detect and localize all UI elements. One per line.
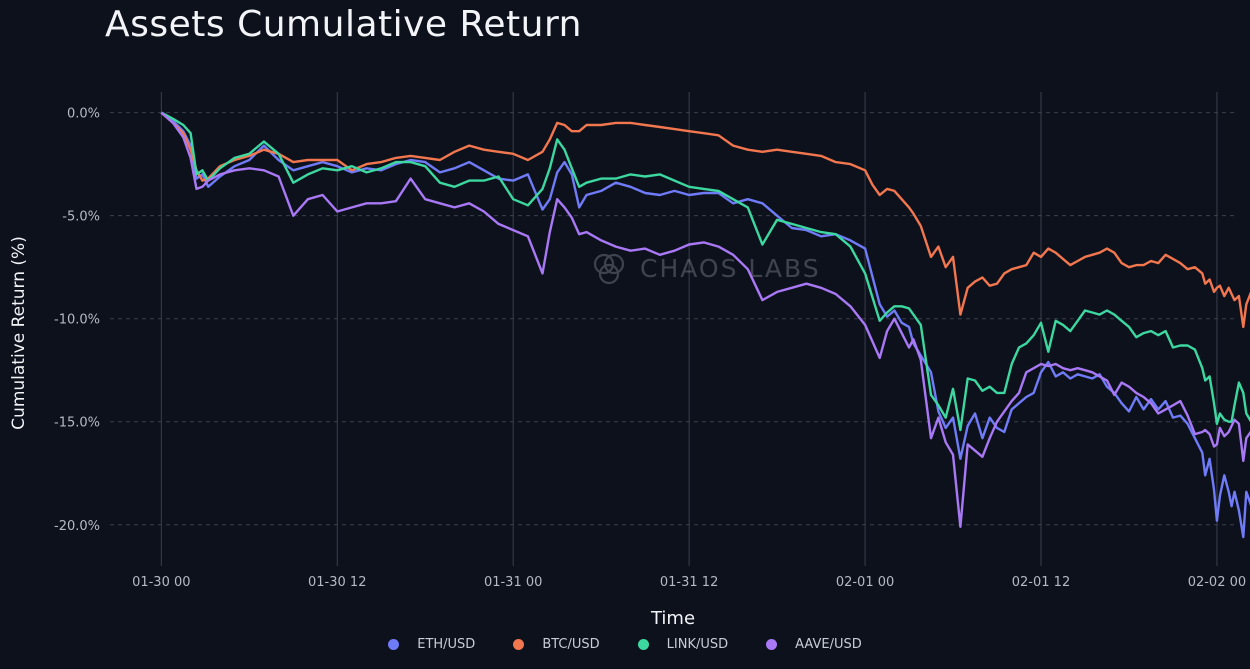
legend-marker-icon xyxy=(388,639,400,650)
legend-item[interactable]: ETH/USD xyxy=(388,637,475,652)
legend-marker-icon xyxy=(766,639,778,650)
x-axis-label: Time xyxy=(650,608,695,629)
legend-marker-icon xyxy=(637,639,649,650)
y-tick-label: 0.0% xyxy=(67,107,100,122)
y-tick-label: -20.0% xyxy=(54,519,100,534)
x-tick-label: 02-01 12 xyxy=(1012,575,1070,590)
x-tick-label: 01-30 12 xyxy=(308,575,366,590)
chaos-labs-logo-icon xyxy=(593,253,625,285)
series-lines xyxy=(160,111,1250,539)
x-tick-label: 02-01 00 xyxy=(836,575,894,590)
y-axis-label: Cumulative Return (%) xyxy=(9,236,29,430)
legend-label: ETH/USD xyxy=(417,637,476,652)
legend-label: AAVE/USD xyxy=(795,637,862,652)
chaos-labs-watermark: CHAOS LABS xyxy=(593,253,821,285)
series-line-btc-usd xyxy=(160,111,1250,329)
series-line-eth-usd xyxy=(160,111,1250,539)
y-tick-label: -5.0% xyxy=(62,210,100,225)
x-tick-label: 01-30 00 xyxy=(132,575,190,590)
legend-item[interactable]: LINK/USD xyxy=(637,637,729,652)
y-tick-label: -10.0% xyxy=(54,313,100,328)
legend-label: LINK/USD xyxy=(666,637,729,652)
axes: 01-30 00 01-30 12 01-31 00 01-31 12 02-01 00… xyxy=(54,107,1246,590)
legend-item[interactable]: AAVE/USD xyxy=(766,637,862,652)
series-line-aave-usd xyxy=(160,111,1250,528)
x-tick-label: 02-02 00 xyxy=(1188,575,1246,590)
chart-title: Assets Cumulative Return xyxy=(105,4,582,45)
grid-lines xyxy=(110,92,1236,566)
legend-label: BTC/USD xyxy=(542,637,600,652)
legend-marker-icon xyxy=(513,639,525,650)
y-tick-label: -15.0% xyxy=(54,416,100,431)
watermark-text: CHAOS LABS xyxy=(640,254,821,283)
series-line-link-usd xyxy=(160,111,1250,432)
legend: ETH/USD BTC/USD LINK/USD AAVE/USD xyxy=(0,637,1250,652)
x-tick-label: 01-31 00 xyxy=(484,575,542,590)
legend-item[interactable]: BTC/USD xyxy=(513,637,600,652)
x-tick-label: 01-31 12 xyxy=(660,575,718,590)
